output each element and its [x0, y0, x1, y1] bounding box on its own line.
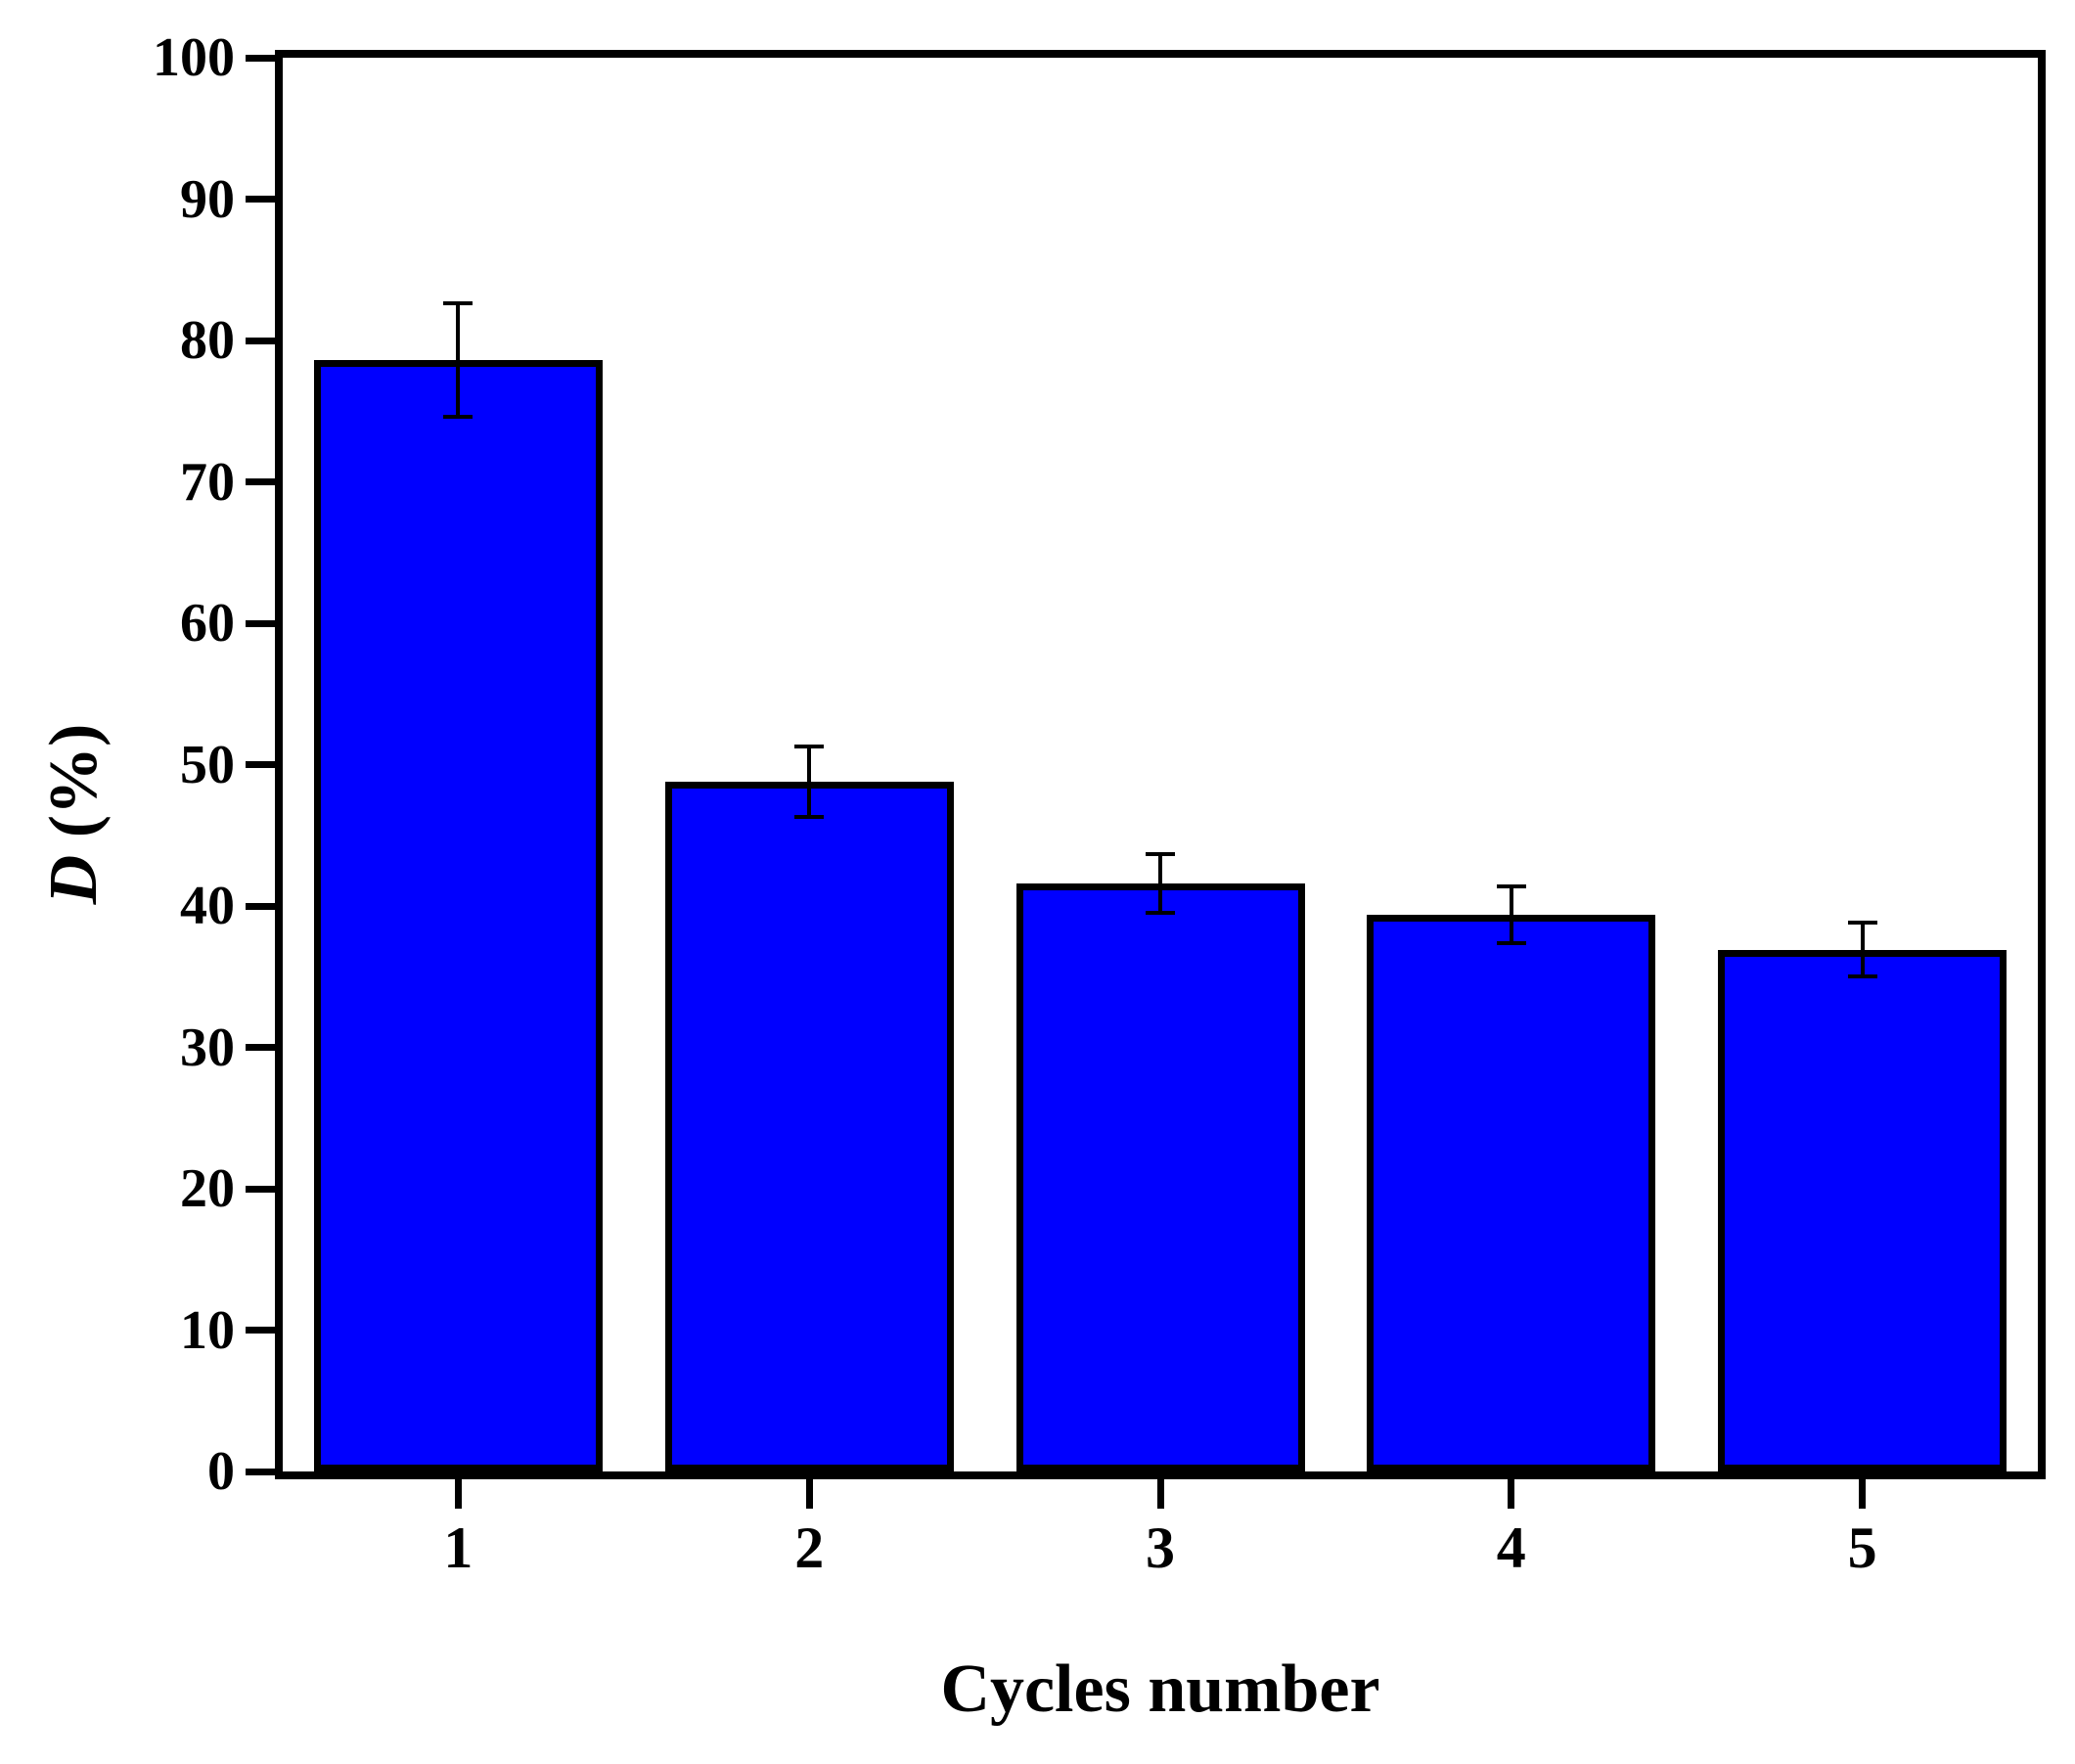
- error-bar-cap-bottom: [1847, 974, 1877, 979]
- y-axis-tick: [246, 337, 275, 344]
- y-tick-label: 60: [180, 593, 235, 654]
- x-tick-label: 3: [1146, 1515, 1175, 1580]
- y-axis-tick: [246, 902, 275, 910]
- error-bar-line: [456, 303, 461, 418]
- y-axis-variable: D: [36, 854, 112, 905]
- x-tick-label: 1: [443, 1515, 474, 1580]
- y-axis-unit: (%): [36, 723, 112, 855]
- error-bar-cap-bottom: [1496, 940, 1526, 945]
- error-bar-cap-top: [443, 301, 474, 306]
- x-axis-tick: [1508, 1479, 1515, 1509]
- error-bar-cap-bottom: [794, 814, 825, 819]
- y-tick-label: 30: [180, 1017, 235, 1078]
- error-bar-line: [807, 746, 812, 817]
- y-tick-label: 40: [180, 876, 235, 936]
- error-bar-line: [1158, 853, 1162, 914]
- y-axis-tick: [246, 196, 275, 203]
- y-axis-tick: [246, 619, 275, 627]
- error-bar-cap-top: [1496, 883, 1526, 888]
- y-axis-tick: [246, 761, 275, 768]
- bar: [1367, 914, 1656, 1471]
- error-bar-line: [1860, 923, 1865, 977]
- x-tick-label: 5: [1847, 1515, 1877, 1580]
- y-axis-tick: [246, 478, 275, 485]
- y-tick-label: 10: [180, 1299, 235, 1361]
- y-tick-label: 100: [153, 27, 235, 88]
- y-tick-label: 20: [180, 1158, 235, 1219]
- y-tick-label: 80: [180, 310, 235, 371]
- x-axis-tick: [1859, 1479, 1867, 1509]
- y-axis-tick: [246, 1468, 275, 1475]
- y-axis-tick: [246, 54, 275, 62]
- x-tick-label: 2: [794, 1515, 825, 1580]
- y-tick-label: 0: [207, 1441, 235, 1502]
- y-tick-label: 70: [180, 451, 235, 513]
- x-axis-title: Cycles number: [940, 1651, 1380, 1727]
- error-bar-cap-top: [1847, 921, 1877, 926]
- bar: [1015, 882, 1305, 1471]
- bar: [664, 781, 954, 1471]
- bar: [1718, 949, 2007, 1471]
- x-axis-tick: [1156, 1479, 1164, 1509]
- x-axis-tick: [805, 1479, 813, 1509]
- error-bar-cap-bottom: [443, 415, 474, 420]
- x-tick-label: 4: [1496, 1515, 1526, 1580]
- error-bar-cap-top: [1146, 851, 1175, 856]
- error-bar-line: [1509, 885, 1513, 943]
- error-bar-cap-bottom: [1146, 911, 1175, 916]
- y-tick-label: 90: [180, 168, 235, 230]
- y-tick-label: 50: [180, 734, 235, 795]
- y-axis-title: D (%): [36, 724, 112, 905]
- x-axis-tick: [454, 1479, 462, 1509]
- y-axis-tick: [246, 1185, 275, 1193]
- y-axis-tick: [246, 1327, 275, 1334]
- bar: [313, 360, 603, 1471]
- plot-area: [283, 58, 2038, 1471]
- error-bar-cap-top: [794, 744, 825, 748]
- y-axis-tick: [246, 1044, 275, 1051]
